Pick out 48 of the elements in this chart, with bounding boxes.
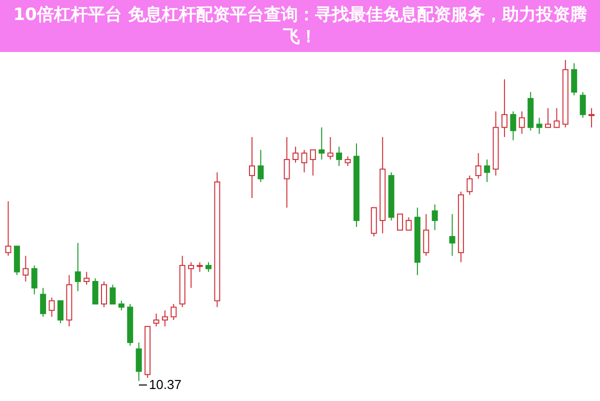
candlestick xyxy=(449,214,456,256)
candlestick xyxy=(327,136,334,160)
candlestick xyxy=(318,126,325,160)
candlestick xyxy=(571,62,578,96)
candlestick xyxy=(258,149,264,182)
candlestick xyxy=(249,136,256,199)
candlestick xyxy=(74,242,81,292)
candlestick xyxy=(22,255,29,282)
candlestick xyxy=(40,287,46,318)
candlestick xyxy=(510,110,516,141)
candlestick xyxy=(153,313,160,327)
candlestick xyxy=(110,284,116,304)
candlestick xyxy=(518,110,525,134)
candlestick xyxy=(57,300,64,324)
candlestick xyxy=(475,152,482,180)
candlestick xyxy=(205,262,212,272)
candlestick xyxy=(536,117,542,134)
candlestick xyxy=(292,146,299,164)
candlestick xyxy=(484,159,490,182)
candlestick xyxy=(501,78,508,138)
candlestick xyxy=(545,108,552,128)
candlestick xyxy=(31,264,38,295)
candlestick xyxy=(310,149,316,176)
candlestick xyxy=(162,310,168,327)
candlestick xyxy=(92,278,98,304)
candlestick xyxy=(466,175,473,196)
candlestick xyxy=(344,156,351,166)
candlestick xyxy=(406,216,412,231)
candlestick xyxy=(336,146,342,166)
candlestick xyxy=(196,262,203,272)
candlestick xyxy=(48,297,55,318)
candlestick xyxy=(423,214,430,256)
candlestick xyxy=(118,300,124,311)
candlestick xyxy=(588,108,595,128)
candlestick xyxy=(5,200,12,256)
candlestick xyxy=(101,280,108,308)
candlestick xyxy=(84,271,90,286)
annotation: 10.37 xyxy=(148,377,182,392)
chart-title: 10倍杠杆平台 免息杠杆配资平台查询：寻找最佳免息配资服务，助力投资腾飞！ xyxy=(0,0,600,52)
candlestick xyxy=(188,262,194,288)
candlestick xyxy=(432,204,438,231)
candlestick xyxy=(554,108,560,128)
candlestick xyxy=(170,303,177,321)
candlestick xyxy=(397,214,404,231)
candlestick xyxy=(580,92,586,118)
candlestick xyxy=(284,136,290,208)
candlestick xyxy=(301,149,308,173)
candlestick xyxy=(136,342,142,381)
